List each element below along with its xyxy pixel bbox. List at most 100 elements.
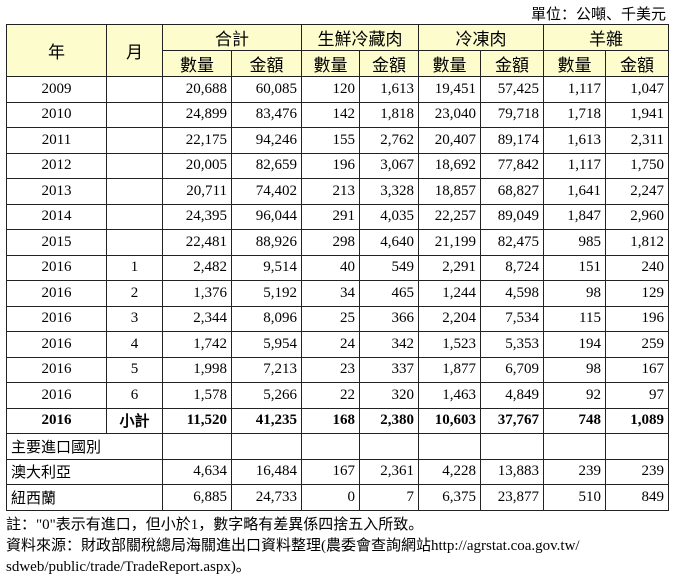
value-cell: 41,235	[231, 407, 302, 434]
empty-cell	[301, 433, 360, 460]
value-cell: 10,603	[418, 407, 481, 434]
value-cell: 82,475	[480, 229, 544, 256]
value-cell: 1,047	[605, 76, 669, 103]
value-cell: 1,376	[162, 280, 232, 307]
value-cell: 97	[605, 382, 669, 409]
value-cell: 20,005	[162, 152, 232, 179]
month-cell: 6	[106, 382, 163, 409]
header-quantity: 數量	[543, 50, 606, 77]
year-cell: 2016	[6, 356, 107, 383]
value-cell: 6,709	[480, 356, 544, 383]
value-cell: 37,767	[480, 407, 544, 434]
value-cell: 2,204	[418, 305, 481, 332]
value-cell: 196	[605, 305, 669, 332]
value-cell: 985	[543, 229, 606, 256]
value-cell: 23	[301, 356, 360, 383]
value-cell: 22	[301, 382, 360, 409]
value-cell: 291	[301, 203, 360, 230]
header-value: 金額	[231, 50, 302, 77]
value-cell: 2,361	[359, 458, 419, 485]
header-quantity: 數量	[301, 50, 360, 77]
header-quantity: 數量	[418, 50, 481, 77]
value-cell: 3,067	[359, 152, 419, 179]
value-cell: 74,402	[231, 178, 302, 205]
empty-cell	[480, 433, 544, 460]
value-cell: 2,247	[605, 178, 669, 205]
value-cell: 115	[543, 305, 606, 332]
year-cell: 2016	[6, 331, 107, 358]
value-cell: 98	[543, 280, 606, 307]
value-cell: 2,482	[162, 254, 232, 281]
value-cell: 92	[543, 382, 606, 409]
section-label: 主要進口國別	[6, 433, 163, 460]
value-cell: 342	[359, 331, 419, 358]
value-cell: 1,812	[605, 229, 669, 256]
country-name: 澳大利亞	[6, 458, 163, 485]
header-group-offal: 羊雜	[543, 24, 669, 51]
value-cell: 60,085	[231, 76, 302, 103]
month-cell	[106, 178, 163, 205]
value-cell: 4,228	[418, 458, 481, 485]
value-cell: 1,578	[162, 382, 232, 409]
value-cell: 25	[301, 305, 360, 332]
value-cell: 748	[543, 407, 606, 434]
month-cell: 小計	[106, 407, 163, 434]
value-cell: 298	[301, 229, 360, 256]
value-cell: 5,192	[231, 280, 302, 307]
value-cell: 1,463	[418, 382, 481, 409]
value-cell: 34	[301, 280, 360, 307]
table-row: 2016 1 2,482 9,514 40 549 2,291 8,724 151 240	[6, 254, 669, 281]
empty-cell	[543, 433, 606, 460]
value-cell: 1,613	[359, 76, 419, 103]
value-cell: 1,941	[605, 101, 669, 128]
value-cell: 24	[301, 331, 360, 358]
value-cell: 24,395	[162, 203, 232, 230]
value-cell: 3,328	[359, 178, 419, 205]
table-row: 2016 3 2,344 8,096 25 366 2,204 7,534 115 196	[6, 305, 669, 332]
value-cell: 5,954	[231, 331, 302, 358]
year-cell: 2016	[6, 280, 107, 307]
footnotes: 註："0"表示有進口，但小於1，數字略有差異係四捨五入所致。 資料來源：財政部關…	[6, 515, 670, 578]
value-cell: 88,926	[231, 229, 302, 256]
value-cell: 1,117	[543, 152, 606, 179]
footnote-line: 資料來源：財政部關稅總局海關進出口資料整理(農委會查詢網站http://agrs…	[6, 538, 580, 554]
value-cell: 13,883	[480, 458, 544, 485]
table-row: 2016 6 1,578 5,266 22 320 1,463 4,849 92 97	[6, 382, 669, 409]
header-month: 月	[106, 24, 163, 77]
value-cell: 259	[605, 331, 669, 358]
footnote-line: sdweb/public/trade/TradeReport.aspx)。	[6, 559, 251, 575]
value-cell: 2,762	[359, 127, 419, 154]
value-cell: 98	[543, 356, 606, 383]
value-cell: 167	[301, 458, 360, 485]
value-cell: 20,407	[418, 127, 481, 154]
footnote-line: 註："0"表示有進口，但小於1，數字略有差異係四捨五入所致。	[6, 517, 424, 533]
value-cell: 320	[359, 382, 419, 409]
value-cell: 549	[359, 254, 419, 281]
value-cell: 77,842	[480, 152, 544, 179]
value-cell: 366	[359, 305, 419, 332]
value-cell: 1,750	[605, 152, 669, 179]
value-cell: 1,641	[543, 178, 606, 205]
section-row: 主要進口國別	[6, 433, 669, 460]
table-row: 2016 2 1,376 5,192 34 465 1,244 4,598 98 129	[6, 280, 669, 307]
value-cell: 40	[301, 254, 360, 281]
value-cell: 337	[359, 356, 419, 383]
month-cell	[106, 76, 163, 103]
value-cell: 7,534	[480, 305, 544, 332]
value-cell: 5,353	[480, 331, 544, 358]
value-cell: 194	[543, 331, 606, 358]
empty-cell	[418, 433, 481, 460]
table-row: 2016 5 1,998 7,213 23 337 1,877 6,709 98 167	[6, 356, 669, 383]
value-cell: 2,344	[162, 305, 232, 332]
header-group-fresh-chilled: 生鮮冷藏肉	[301, 24, 419, 51]
value-cell: 23,040	[418, 101, 481, 128]
value-cell: 239	[605, 458, 669, 485]
empty-cell	[162, 433, 232, 460]
value-cell: 21,199	[418, 229, 481, 256]
value-cell: 7	[359, 484, 419, 511]
value-cell: 22,257	[418, 203, 481, 230]
value-cell: 22,175	[162, 127, 232, 154]
year-cell: 2009	[6, 76, 107, 103]
value-cell: 1,523	[418, 331, 481, 358]
value-cell: 24,899	[162, 101, 232, 128]
